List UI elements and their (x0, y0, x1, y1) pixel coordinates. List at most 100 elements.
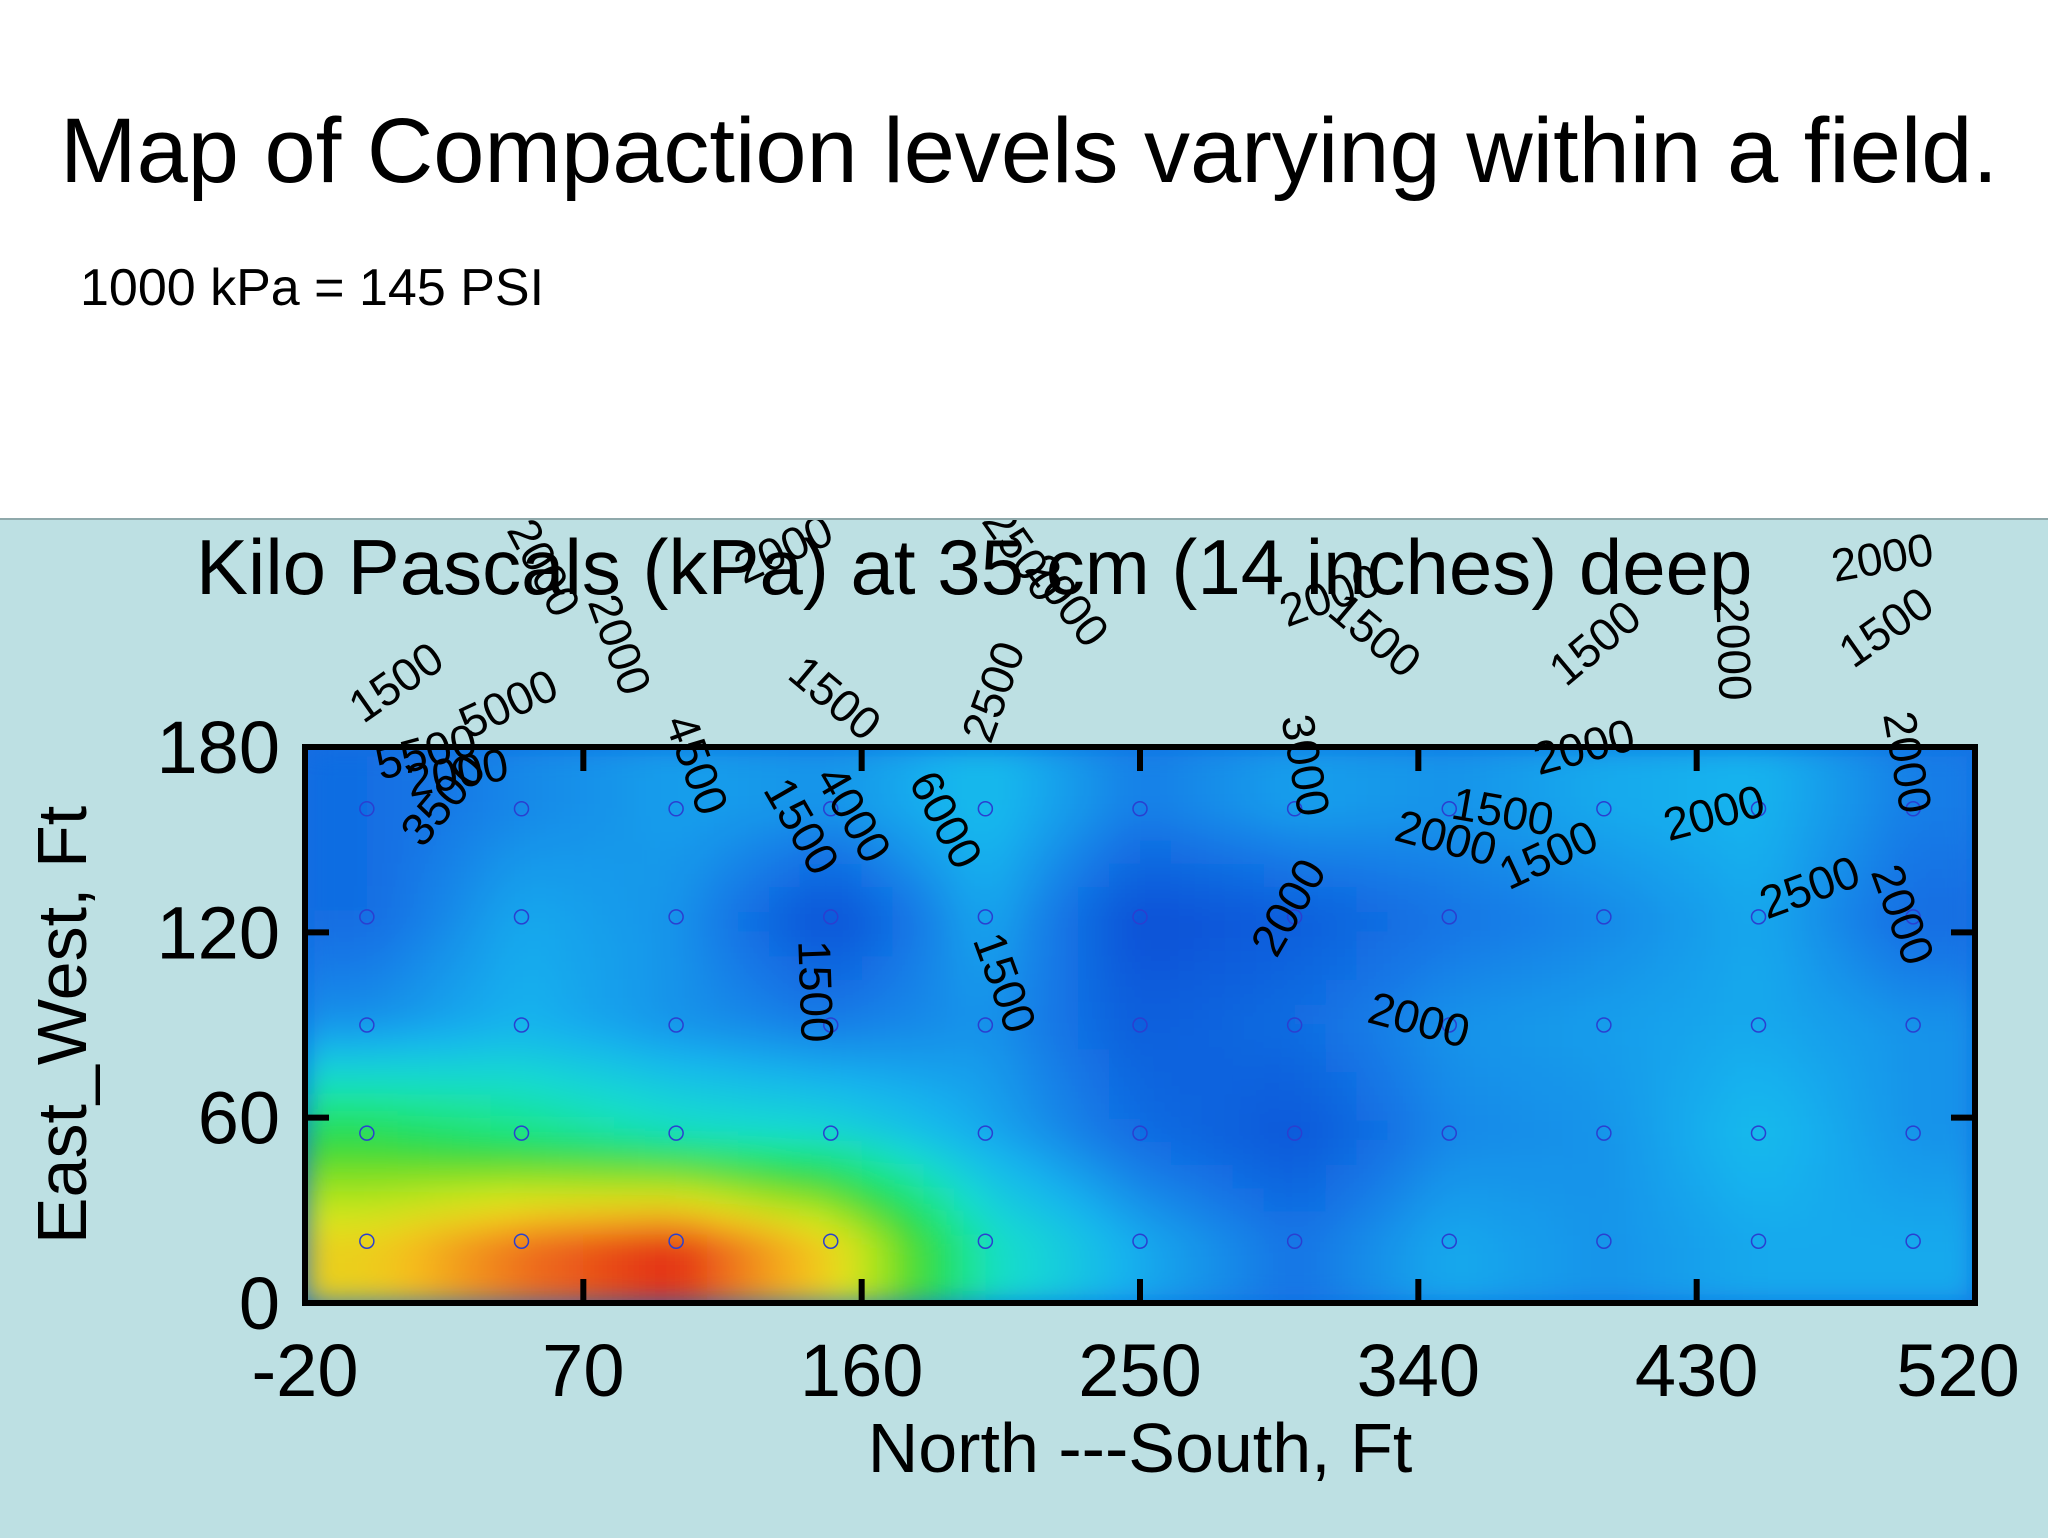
heat-cell (676, 839, 708, 864)
heat-cell (1944, 1279, 1975, 1303)
heat-cell (1109, 886, 1141, 911)
heat-cell (645, 862, 678, 887)
heat-cell (1542, 932, 1574, 957)
heat-cell (1016, 747, 1049, 772)
heat-cell (1325, 862, 1358, 887)
heat-cell (1913, 1256, 1945, 1281)
heat-cell (1232, 1210, 1265, 1235)
heat-cell (490, 1279, 523, 1303)
heat-cell (552, 816, 585, 841)
heat-cell (707, 793, 739, 818)
heat-cell (738, 1279, 770, 1303)
heat-cell (1294, 886, 1327, 911)
heat-cell (428, 978, 461, 1003)
heat-cell (583, 839, 616, 864)
heat-cell (1232, 1256, 1265, 1281)
heat-cell (397, 886, 430, 911)
heat-cell (1696, 886, 1729, 911)
heat-cell (305, 770, 337, 795)
heat-cell (335, 747, 368, 772)
heat-cell (1078, 1048, 1110, 1073)
heat-cell (1325, 1025, 1358, 1050)
heat-cell (1696, 1071, 1729, 1096)
heat-cell (1480, 1025, 1513, 1050)
heat-cell (1851, 816, 1884, 841)
heat-cell (1078, 770, 1110, 795)
heat-cell (1356, 1256, 1389, 1281)
heat-cell (552, 862, 585, 887)
heat-cell (676, 1048, 708, 1073)
heat-cell (1727, 1140, 1760, 1165)
heat-cell (1047, 1071, 1080, 1096)
heat-cell (428, 862, 461, 887)
heat-cell (1356, 955, 1389, 980)
heat-cell (830, 1001, 863, 1026)
heat-cell (1387, 816, 1420, 841)
heat-cell (892, 1233, 925, 1258)
heat-cell (1016, 1001, 1049, 1026)
heat-cell (738, 1001, 770, 1026)
heat-cell (1511, 770, 1543, 795)
heat-cell (1263, 1071, 1296, 1096)
heat-cell (1511, 862, 1543, 887)
heat-cell (459, 1071, 492, 1096)
heat-cell (1263, 816, 1296, 841)
heat-cell (1294, 1164, 1327, 1189)
heat-cell (1016, 839, 1049, 864)
heat-cell (1634, 1001, 1667, 1026)
heat-cell (1109, 816, 1141, 841)
heat-cell (707, 955, 739, 980)
heat-cell (1634, 978, 1667, 1003)
sample-point (1286, 909, 1303, 925)
heat-cell (1201, 1164, 1234, 1189)
heat-cell (738, 862, 770, 887)
heat-cell (1727, 1210, 1760, 1235)
heat-cell (428, 1279, 461, 1303)
heat-cell (1325, 909, 1358, 934)
heat-cell (490, 770, 523, 795)
sample-point (513, 909, 530, 925)
heat-cell (1696, 1210, 1729, 1235)
heat-cell (1913, 1140, 1945, 1165)
heat-cell (552, 978, 585, 1003)
heat-cell (1480, 862, 1513, 887)
heat-cell (1542, 1001, 1574, 1026)
sample-point (1750, 909, 1767, 925)
sample-point (1750, 1233, 1767, 1249)
heat-cell (1542, 1187, 1574, 1212)
heat-cell (1820, 1071, 1853, 1096)
heat-cell (830, 1256, 863, 1281)
sample-point (1905, 801, 1921, 817)
heat-cell (1882, 747, 1915, 772)
heat-cell (1387, 1187, 1420, 1212)
heat-cell (1696, 770, 1729, 795)
heat-cell (1109, 747, 1141, 772)
heat-cell (1665, 862, 1698, 887)
heat-cell (614, 1048, 647, 1073)
heat-cell (1232, 1025, 1265, 1050)
heat-cell (397, 839, 430, 864)
heat-cell (892, 1187, 925, 1212)
heat-cell (397, 1279, 430, 1303)
sample-point (977, 801, 994, 817)
heat-cell (1634, 1210, 1667, 1235)
heat-cell (954, 816, 987, 841)
heat-cell (1882, 1187, 1915, 1212)
heat-cell (1140, 1210, 1172, 1235)
heat-cell (1944, 1140, 1975, 1165)
heat-cell (1603, 1279, 1636, 1303)
heat-cell (1356, 978, 1389, 1003)
heat-cell (1913, 1001, 1945, 1026)
heat-cell (1913, 747, 1945, 772)
heat-cell (799, 747, 832, 772)
heat-cell (1696, 793, 1729, 818)
heat-cell (428, 839, 461, 864)
heat-cell (1109, 1048, 1141, 1073)
heat-cell (552, 1071, 585, 1096)
heat-cell (1449, 955, 1482, 980)
heat-cell (738, 839, 770, 864)
heat-cell (1603, 747, 1636, 772)
heat-cell (738, 1187, 770, 1212)
heat-cell (1356, 886, 1389, 911)
heat-cell (1109, 1164, 1141, 1189)
